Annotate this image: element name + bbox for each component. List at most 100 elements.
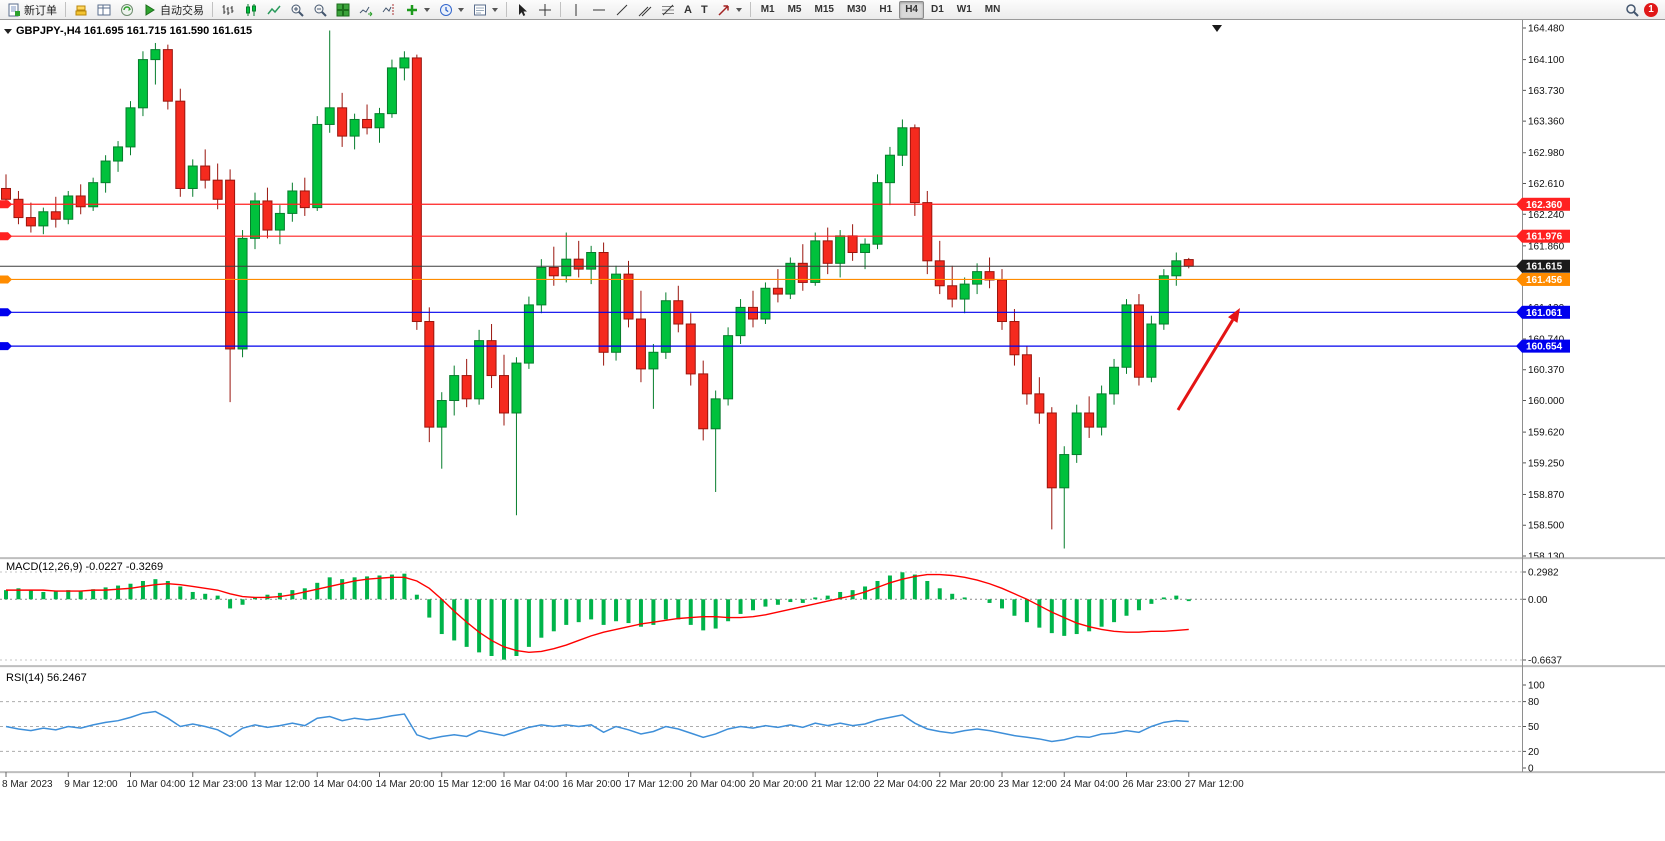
fibonacci-icon: [662, 4, 674, 15]
svg-text:163.360: 163.360: [1528, 117, 1565, 128]
chart-shift-icon: [382, 3, 394, 16]
svg-text:159.620: 159.620: [1528, 428, 1565, 439]
svg-text:158.500: 158.500: [1528, 521, 1565, 532]
zoom-out-icon: [314, 4, 327, 17]
svg-text:22 Mar 20:00: 22 Mar 20:00: [936, 779, 995, 790]
text-tool-icon: A: [684, 3, 692, 16]
rsi-pane: 100 80 50 20 0: [0, 681, 1545, 775]
chart-area[interactable]: 164.480 164.100 163.730 163.360 162.980 162.6…: [0, 20, 1665, 841]
svg-text:161.976: 161.976: [1526, 232, 1563, 243]
zoom-out-button[interactable]: [309, 1, 331, 19]
svg-text:160.654: 160.654: [1526, 342, 1563, 353]
svg-text:161.456: 161.456: [1526, 275, 1563, 286]
trendline-icon: [616, 4, 628, 15]
svg-text:162.360: 162.360: [1526, 200, 1563, 211]
search-button[interactable]: [1621, 1, 1643, 19]
svg-text:50: 50: [1528, 722, 1540, 733]
svg-text:14 Mar 20:00: 14 Mar 20:00: [376, 779, 435, 790]
template-icon: [474, 4, 486, 15]
svg-text:27 Mar 12:00: 27 Mar 12:00: [1185, 779, 1244, 790]
chart-shift-button[interactable]: [378, 1, 400, 19]
search-icon: [1626, 3, 1639, 17]
navigator-button[interactable]: [116, 1, 138, 19]
horizontal-line-icon: [593, 9, 605, 10]
svg-text:163.730: 163.730: [1528, 86, 1565, 97]
svg-text:164.480: 164.480: [1528, 24, 1565, 35]
svg-text:161.615: 161.615: [1526, 262, 1563, 273]
tf-d1-button[interactable]: D1: [931, 4, 944, 15]
cursor-button[interactable]: [511, 1, 533, 19]
arrow-annotation[interactable]: [1176, 308, 1240, 411]
channel-icon: [638, 6, 652, 16]
new-order-button[interactable]: 新订单: [3, 1, 61, 19]
data-window-button[interactable]: [93, 1, 115, 19]
tf-h4-button[interactable]: H4: [899, 0, 924, 19]
tf-m1-button[interactable]: M1: [760, 4, 775, 15]
tf-m15-button[interactable]: M15: [814, 4, 834, 15]
toolbar: 新订单 自动交易: [0, 0, 1665, 20]
auto-scroll-button[interactable]: [355, 1, 377, 19]
time-axis[interactable]: 8 Mar 2023 9 Mar 12:00 10 Mar 04:00 12 Mar …: [2, 772, 1244, 790]
tf-m5-button[interactable]: M5: [787, 4, 802, 15]
periods-button[interactable]: [435, 1, 468, 19]
svg-text:158.870: 158.870: [1528, 490, 1565, 501]
bar-chart-button[interactable]: [217, 1, 239, 19]
navigator-icon: [121, 3, 133, 16]
svg-text:14 Mar 04:00: 14 Mar 04:00: [313, 779, 372, 790]
svg-text:161.061: 161.061: [1526, 308, 1563, 319]
label-tool-button[interactable]: T: [697, 1, 712, 19]
chevron-down-icon: [424, 7, 430, 12]
svg-text:21 Mar 12:00: 21 Mar 12:00: [811, 779, 870, 790]
label-tool-icon: T: [700, 3, 708, 16]
chevron-down-icon: [735, 7, 742, 12]
templates-button[interactable]: [469, 1, 502, 19]
autotrade-icon: [145, 3, 155, 16]
trendline-button[interactable]: [611, 1, 633, 19]
horizontal-line-objects[interactable]: [0, 200, 1522, 351]
svg-text:-0.6637: -0.6637: [1528, 656, 1562, 667]
new-order-label: 新订单: [24, 4, 57, 17]
arrow-tool-icon: [718, 4, 729, 16]
svg-text:164.100: 164.100: [1528, 55, 1565, 66]
channel-button[interactable]: [634, 1, 656, 19]
macd-signal-line: [6, 573, 1189, 654]
horizontal-line-button[interactable]: [588, 1, 610, 19]
candlestick-chart-button[interactable]: [240, 1, 262, 19]
svg-text:162.240: 162.240: [1528, 210, 1565, 221]
tile-windows-button[interactable]: [332, 1, 354, 19]
svg-text:16 Mar 04:00: 16 Mar 04:00: [500, 779, 559, 790]
svg-text:0.2982: 0.2982: [1528, 568, 1559, 579]
price-axis: 164.480 164.100 163.730 163.360 162.980 162.6…: [1522, 24, 1565, 563]
text-tool-button[interactable]: A: [680, 1, 696, 19]
tf-w1-button[interactable]: W1: [956, 4, 972, 15]
panel-separators[interactable]: [0, 557, 1665, 774]
indicators-button[interactable]: [401, 1, 434, 19]
toolbar-separator: [506, 2, 507, 17]
svg-text:10 Mar 04:00: 10 Mar 04:00: [127, 779, 186, 790]
notification-badge[interactable]: 1: [1644, 2, 1658, 17]
svg-text:16 Mar 20:00: 16 Mar 20:00: [562, 779, 621, 790]
svg-text:161.860: 161.860: [1528, 241, 1565, 252]
line-chart-button[interactable]: [263, 1, 285, 19]
price-tags[interactable]: 162.360 161.976 161.456 161.061 160.654 161.6…: [1516, 197, 1570, 353]
svg-text:160.000: 160.000: [1528, 396, 1565, 407]
zoom-in-button[interactable]: [286, 1, 308, 19]
crosshair-button[interactable]: [534, 1, 556, 19]
autotrade-label: 自动交易: [160, 4, 204, 17]
tf-mn-button[interactable]: MN: [984, 4, 1001, 15]
vertical-line-button[interactable]: [565, 1, 587, 19]
add-indicator-icon: [407, 4, 417, 15]
tf-m30-button[interactable]: M30: [846, 4, 867, 15]
tf-h1-button[interactable]: H1: [879, 4, 893, 15]
svg-text:0.00: 0.00: [1528, 595, 1548, 606]
autotrade-button[interactable]: 自动交易: [139, 1, 208, 19]
candlestick-chart-icon: [246, 3, 256, 16]
arrows-tool-button[interactable]: [713, 1, 746, 19]
svg-text:9 Mar 12:00: 9 Mar 12:00: [64, 779, 118, 790]
svg-text:13 Mar 12:00: 13 Mar 12:00: [251, 779, 310, 790]
market-watch-button[interactable]: [70, 1, 92, 19]
svg-text:162.610: 162.610: [1528, 179, 1565, 190]
svg-text:100: 100: [1528, 681, 1545, 692]
scroll-end-marker-icon[interactable]: [1212, 25, 1222, 32]
fibonacci-button[interactable]: [657, 1, 679, 19]
